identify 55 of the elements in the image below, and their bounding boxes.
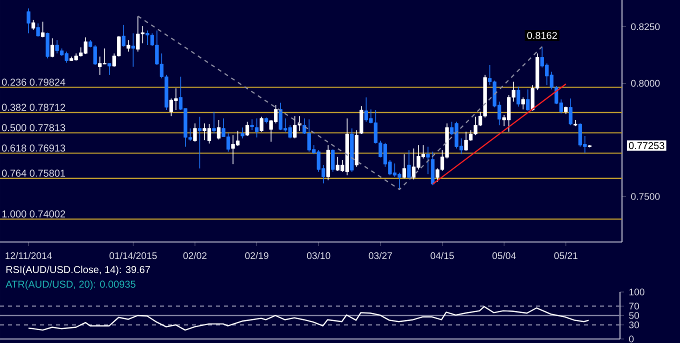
candlestick (50, 38, 54, 58)
x-tick-label: 03/27 (368, 252, 392, 260)
ref-line-label: 0.236 0.79824 (2, 78, 66, 86)
candlestick (131, 32, 135, 68)
ref-line-label: 0.500 0.77813 (2, 124, 66, 132)
candlestick (526, 89, 530, 112)
x-tick-label: 02/02 (183, 252, 206, 260)
candlestick (46, 32, 50, 59)
candlestick (331, 149, 335, 172)
y-tick-label: 100 (629, 288, 644, 296)
y-tick-label: 0.8250 (631, 23, 660, 30)
x-tick-label: 05/04 (492, 252, 516, 260)
candlestick (122, 24, 126, 48)
candlestick (568, 98, 572, 126)
annotation: 0.8162 (527, 32, 557, 40)
candlestick (216, 120, 221, 140)
y-tick-label: 0.8000 (631, 80, 660, 87)
candlestick (521, 96, 525, 110)
candlestick (31, 20, 36, 30)
candlestick (240, 127, 244, 139)
candlestick (402, 154, 406, 179)
y-tick-label: 30 (629, 322, 640, 328)
candlestick (108, 62, 112, 76)
candlestick (126, 40, 130, 52)
candlestick (254, 118, 259, 138)
x-tick-label: 05/21 (554, 252, 578, 260)
candlestick (407, 150, 411, 179)
x-tick-label: 04/15 (430, 252, 454, 260)
x-tick-label: 03/10 (306, 252, 330, 260)
candlestick (36, 22, 40, 38)
candlestick (26, 8, 30, 34)
candlestick (250, 118, 254, 131)
text: RSI(AUD/USD.Close, 14): 39.67 (6, 266, 150, 276)
candlestick (198, 116, 202, 169)
ref-line-label: 0.382 0.78712 (2, 104, 66, 111)
x-tick-label: 01/14/2015 (110, 252, 157, 260)
candlestick (360, 106, 364, 134)
candlestick (426, 146, 430, 174)
x-tick-label: 12/11/2014 (6, 252, 52, 260)
y-tick-label: 50 (629, 312, 640, 319)
candlestick (193, 122, 197, 142)
y-tick-label: 70 (629, 302, 640, 310)
ref-line-label: 0.764 0.75801 (2, 170, 66, 177)
candlestick (516, 86, 520, 108)
ref-line-label: 0.618 0.76913 (2, 144, 66, 152)
text: 0.77253 (628, 142, 664, 150)
y-tick-label: 0.7500 (631, 193, 660, 200)
candlestick (260, 116, 264, 132)
ref-line-label: 1.000 0.74002 (2, 210, 66, 218)
candlestick (245, 121, 250, 136)
text: ATR(AUD/USD, 20): 0.00935 (6, 280, 136, 290)
x-tick-label: 02/19 (245, 252, 268, 260)
candlestick (212, 111, 216, 134)
candlestick (40, 21, 45, 38)
y-tick-label: 0 (629, 336, 634, 342)
